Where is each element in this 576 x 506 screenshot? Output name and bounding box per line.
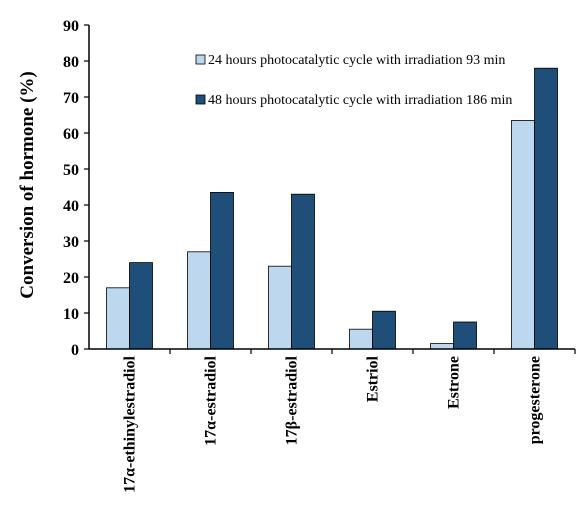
legend-swatch-series-2 bbox=[195, 94, 206, 105]
y-tick-label: 50 bbox=[63, 162, 79, 179]
legend: 24 hours photocatalytic cycle with irrad… bbox=[195, 53, 512, 108]
y-tick-label: 60 bbox=[63, 126, 79, 143]
legend-swatch-series-1 bbox=[195, 54, 206, 65]
bar-series-2-2 bbox=[291, 193, 315, 350]
y-tick-label: 20 bbox=[63, 270, 79, 287]
bar-series-2-4 bbox=[453, 321, 477, 350]
x-category-label: Estriol bbox=[365, 355, 382, 402]
legend-label-series-2: 48 hours photocatalytic cycle with irrad… bbox=[208, 93, 512, 108]
legend-label-series-1: 24 hours photocatalytic cycle with irrad… bbox=[208, 53, 505, 68]
bar-series-1-4 bbox=[430, 343, 454, 350]
y-tick-label: 10 bbox=[63, 306, 79, 323]
x-category-label: 17α-estradiol bbox=[203, 355, 220, 445]
bars-group bbox=[106, 67, 558, 350]
x-category-label: 17β-estradiol bbox=[284, 355, 301, 445]
y-ticks-group: 0 10 20 30 40 50 60 70 80 90 bbox=[63, 18, 89, 359]
y-tick-label: 70 bbox=[63, 90, 79, 107]
bar-series-1-2 bbox=[268, 265, 292, 350]
bar-series-2-3 bbox=[372, 310, 396, 350]
bar-series-2-1 bbox=[210, 191, 234, 350]
y-tick-label: 40 bbox=[63, 198, 79, 215]
bar-series-2-0 bbox=[129, 262, 153, 350]
bar-series-1-3 bbox=[349, 328, 373, 350]
x-category-label: progesterone bbox=[527, 356, 544, 444]
x-labels-group: 17α-ethinylestradiol 17α-estradiol 17β-est… bbox=[122, 349, 576, 493]
bar-series-2-5 bbox=[534, 67, 558, 350]
y-tick-label: 80 bbox=[63, 54, 79, 71]
y-axis-label: Conversion of hormone (%) bbox=[17, 71, 38, 298]
x-category-label: 17α-ethinylestradiol bbox=[122, 355, 139, 492]
y-tick-label: 90 bbox=[63, 18, 79, 35]
bar-series-1-1 bbox=[187, 251, 211, 350]
bar-series-1-0 bbox=[106, 287, 130, 350]
bar-series-1-5 bbox=[511, 120, 535, 350]
x-category-label: Estrone bbox=[446, 356, 463, 409]
y-tick-label: 30 bbox=[63, 234, 79, 251]
y-tick-label: 0 bbox=[71, 342, 79, 359]
